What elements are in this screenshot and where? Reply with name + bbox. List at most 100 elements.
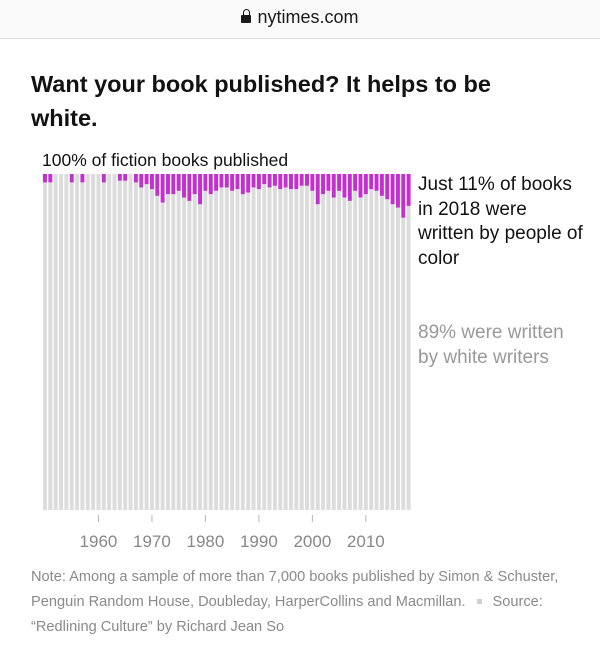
bar-white-1971 (155, 195, 160, 510)
bar-white-1950 (43, 182, 47, 510)
bar-white-1980 (203, 190, 208, 511)
bar-people-of-color-1978 (192, 174, 197, 195)
bar-white-2005 (337, 190, 342, 511)
bar-people-of-color-1964 (117, 174, 122, 181)
x-tick-label-1970: 1970 (133, 532, 171, 551)
browser-address-bar[interactable]: nytimes.com (0, 0, 600, 39)
bar-white-1990 (256, 189, 261, 510)
bar-white-1964 (117, 180, 122, 510)
bar-people-of-color-1951 (48, 174, 53, 183)
note-text: Note: Among a sample of more than 7,000 … (31, 569, 559, 610)
bar-people-of-color-1994 (278, 174, 283, 190)
bar-people-of-color-2011 (369, 174, 374, 190)
bar-people-of-color-2018 (406, 174, 411, 206)
bar-white-2011 (369, 189, 374, 510)
bar-people-of-color-1967 (133, 174, 138, 183)
bar-people-of-color-1972 (160, 174, 165, 203)
bar-people-of-color-1982 (214, 174, 219, 191)
bar-white-1956 (75, 174, 80, 510)
bar-white-2014 (385, 199, 390, 510)
bar-people-of-color-1976 (182, 174, 186, 198)
bar-white-1972 (160, 202, 165, 510)
bar-white-1954 (64, 174, 69, 510)
bar-people-of-color-1965 (123, 174, 128, 181)
bar-white-1953 (59, 174, 63, 510)
bar-people-of-color-1974 (171, 174, 176, 195)
bar-white-1984 (224, 187, 229, 510)
bar-people-of-color-1984 (224, 174, 229, 188)
bar-people-of-color-1983 (219, 174, 224, 188)
bar-white-1952 (53, 174, 58, 510)
bar-people-of-color-1971 (155, 174, 160, 196)
x-tick-label-1990: 1990 (240, 532, 278, 551)
bar-white-1959 (91, 174, 96, 510)
bar-people-of-color-2007 (347, 174, 352, 201)
annotation-people-of-color: Just 11% of books in 2018 were written b… (418, 174, 583, 269)
bar-people-of-color-2014 (385, 174, 390, 200)
bar-people-of-color-1986 (235, 174, 240, 190)
bar-white-1995 (283, 187, 288, 510)
bar-people-of-color-1999 (305, 174, 309, 186)
bar-people-of-color-2012 (374, 174, 379, 191)
bar-white-1976 (182, 197, 186, 510)
bar-people-of-color-2005 (337, 174, 342, 191)
bar-white-1955 (69, 182, 74, 510)
bar-people-of-color-1988 (246, 174, 251, 193)
bar-people-of-color-1985 (230, 174, 235, 191)
bar-people-of-color-2004 (331, 174, 336, 198)
bar-people-of-color-2015 (390, 174, 395, 205)
bar-white-1962 (107, 174, 112, 510)
bar-white-1983 (219, 187, 224, 510)
bar-people-of-color-2008 (353, 174, 358, 191)
bar-people-of-color-2003 (326, 174, 331, 191)
bar-people-of-color-1969 (144, 174, 149, 185)
bar-white-1999 (305, 185, 309, 510)
bar-white-1960 (96, 174, 101, 510)
bar-white-1981 (208, 194, 213, 510)
bar-white-2016 (395, 207, 400, 510)
bar-people-of-color-2000 (310, 174, 315, 191)
bar-white-2018 (406, 205, 411, 511)
x-tick-label-2010: 2010 (347, 532, 385, 551)
bar-white-1986 (235, 189, 240, 510)
bar-people-of-color-1987 (240, 174, 245, 195)
bar-people-of-color-1992 (267, 174, 272, 188)
bar-white-1974 (171, 194, 176, 510)
bar-white-2017 (401, 217, 406, 510)
bar-people-of-color-2013 (379, 174, 384, 196)
bar-white-1965 (123, 180, 128, 510)
stacked-bar-chart: 100% of fiction books published 1960 1970… (42, 150, 411, 551)
bar-white-1989 (251, 187, 256, 510)
bar-people-of-color-1973 (166, 174, 170, 195)
x-tick-label-1980: 1980 (186, 532, 224, 551)
bar-white-1979 (198, 204, 203, 510)
lock-icon (241, 9, 252, 23)
domain-text: nytimes.com (257, 7, 359, 27)
bar-people-of-color-1979 (198, 174, 203, 205)
bar-people-of-color-1981 (208, 174, 213, 195)
bar-people-of-color-2017 (401, 174, 406, 218)
bar-white-1992 (267, 187, 272, 510)
bar-people-of-color-1998 (299, 174, 304, 186)
bar-white-1977 (187, 200, 192, 510)
bar-people-of-color-1957 (80, 174, 85, 183)
bar-people-of-color-1989 (251, 174, 256, 188)
bar-white-1987 (240, 194, 245, 510)
bar-white-1970 (149, 189, 154, 510)
bar-people-of-color-1955 (69, 174, 74, 183)
chart-headline: Want your book published? It helps to be… (31, 71, 491, 131)
bar-people-of-color-1950 (43, 174, 47, 183)
bar-people-of-color-1993 (272, 174, 277, 186)
bar-people-of-color-1977 (187, 174, 192, 201)
bar-white-1991 (262, 184, 267, 510)
address-domain[interactable]: nytimes.com (0, 7, 600, 28)
bar-people-of-color-1980 (203, 174, 208, 191)
x-axis: 1960 1970 1980 1990 2000 2010 (80, 515, 385, 551)
bar-people-of-color-1970 (149, 174, 154, 190)
annotation-white-writers: 89% were written by white writers (418, 322, 564, 368)
source-text: Source: “Redlining Culture” by Richard J… (31, 594, 543, 635)
bar-white-1988 (246, 192, 251, 511)
x-tick-label-1960: 1960 (80, 532, 118, 551)
top-label: 100% of fiction books published (42, 150, 288, 170)
bar-white-1982 (214, 190, 219, 511)
